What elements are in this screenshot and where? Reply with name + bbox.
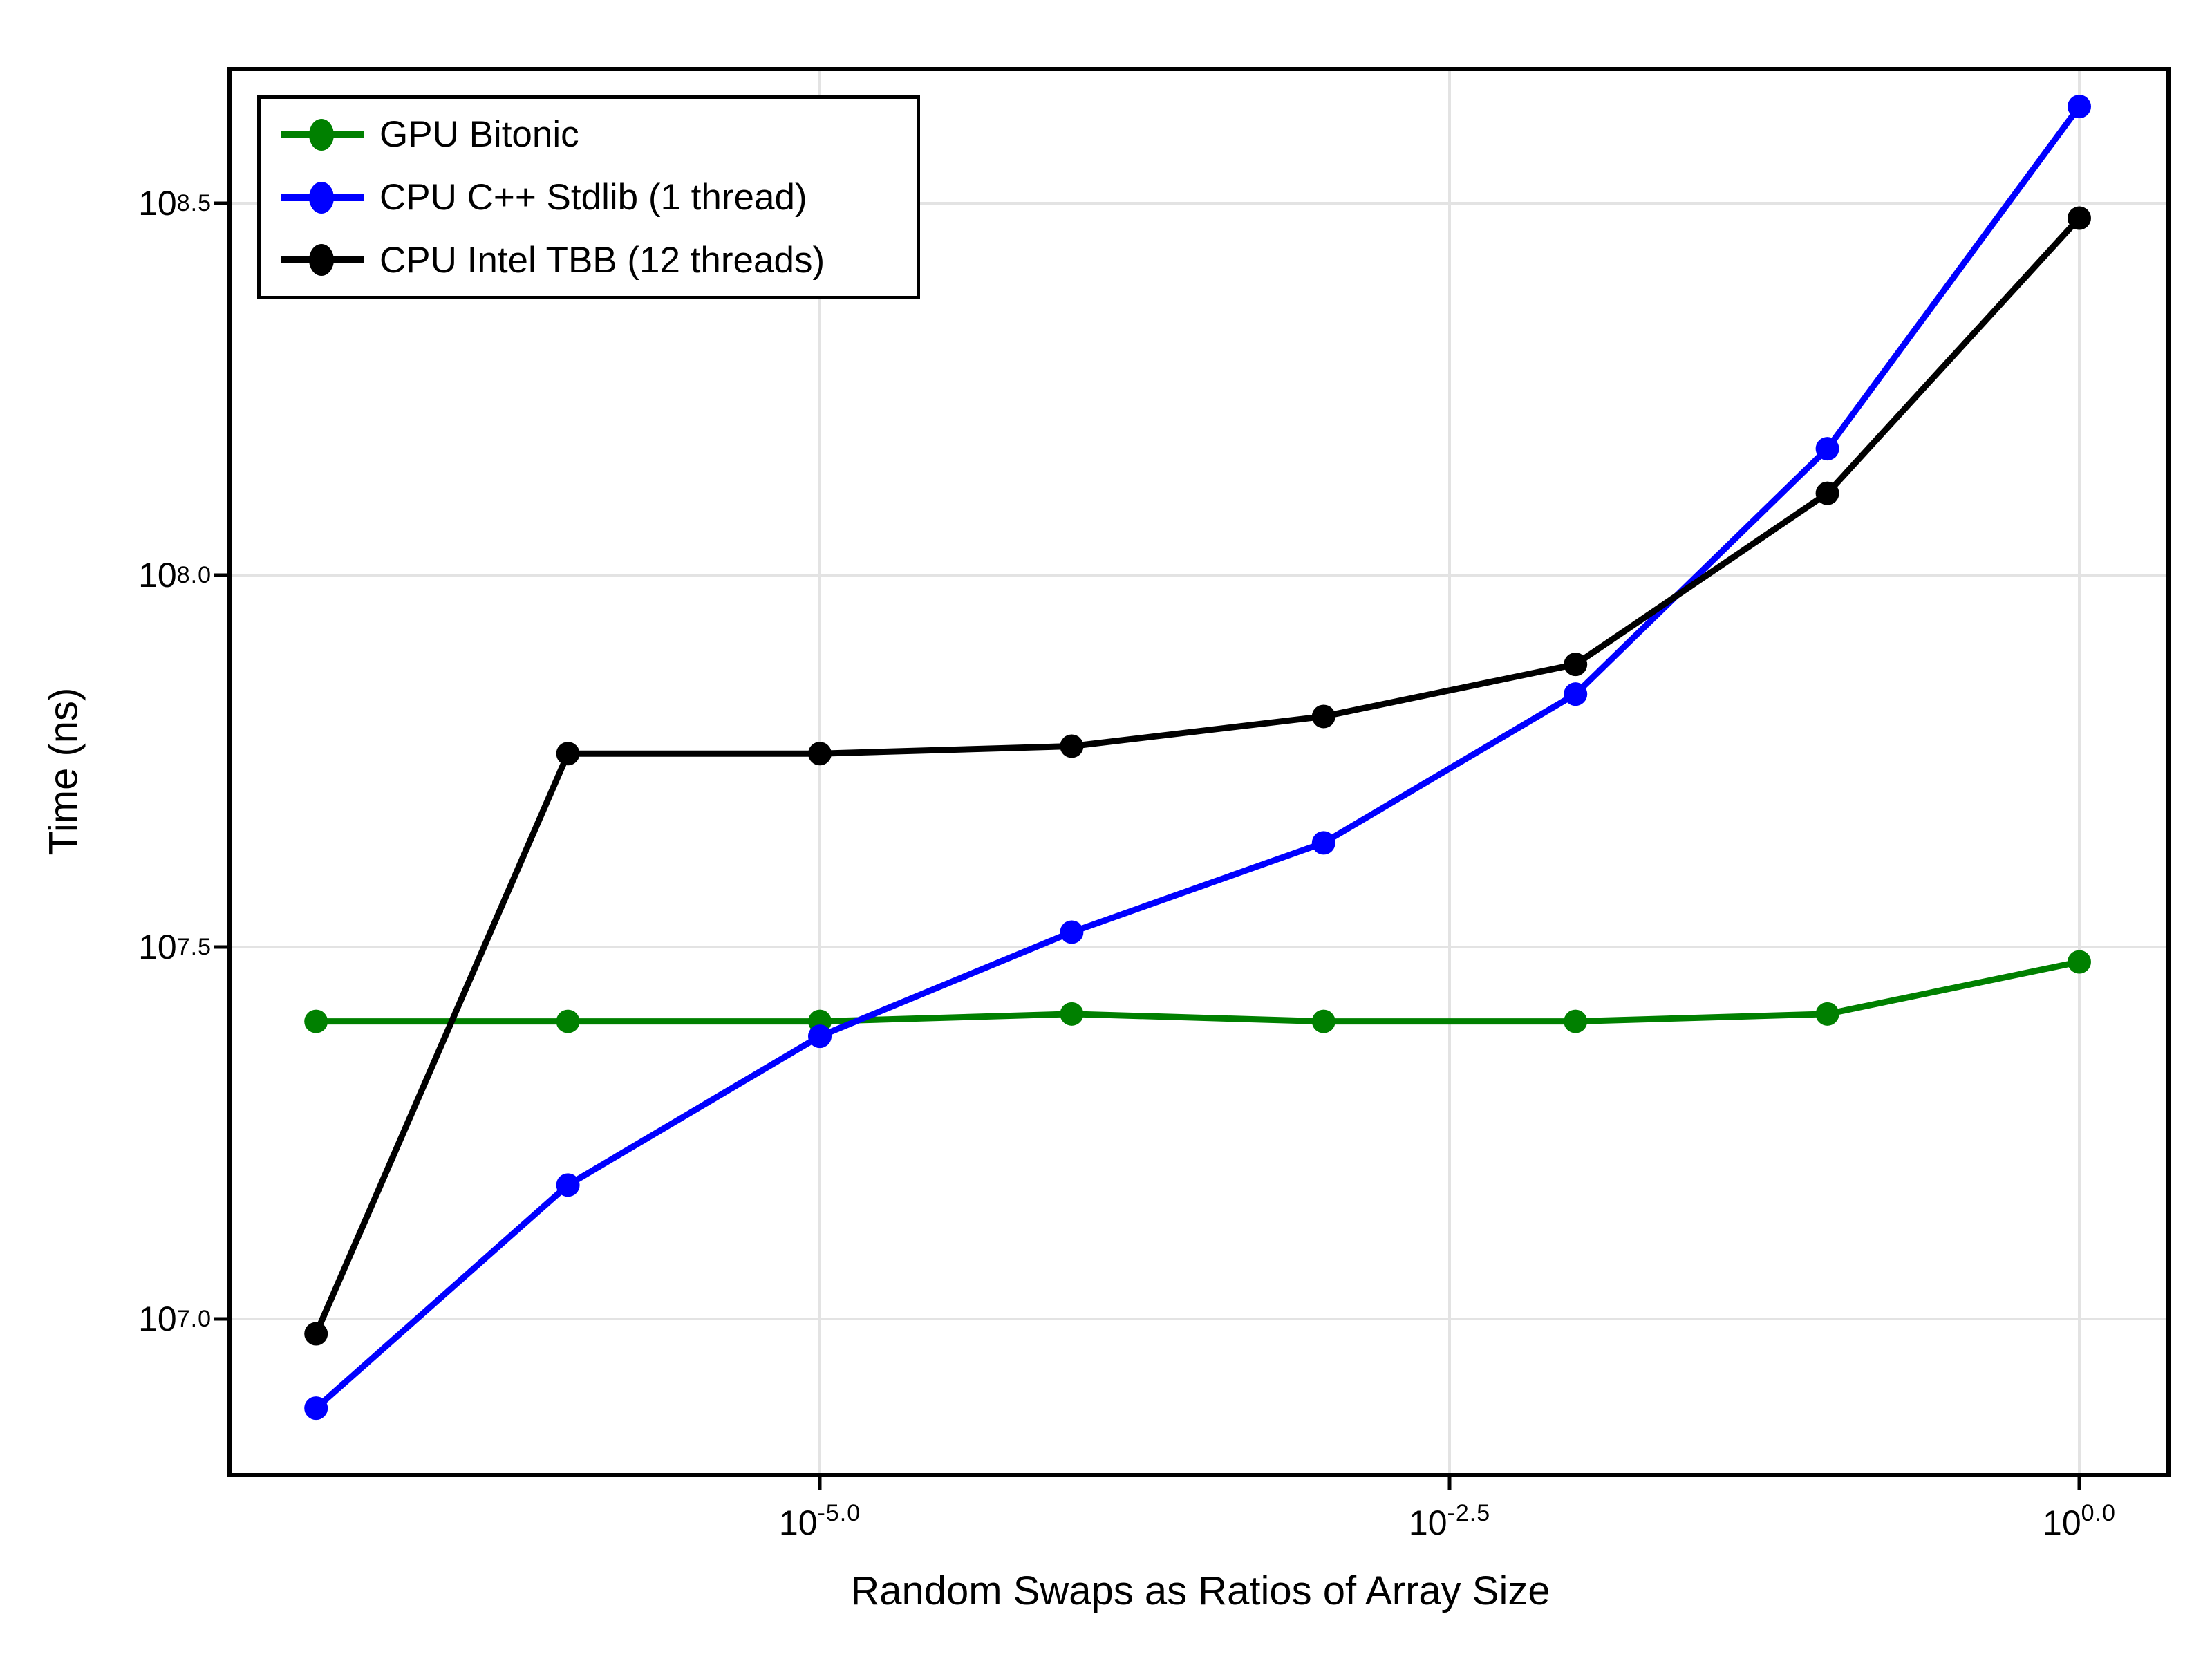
legend-label: CPU C++ Stdlib (1 thread)	[379, 177, 807, 218]
x-tick-label--5.0-base: 10	[778, 1503, 818, 1542]
data-point-gpu-bitonic	[304, 1009, 328, 1033]
y-tick-label-7.5-exponent: 7.5	[176, 934, 212, 960]
x-tick-label-0.0-base: 10	[2043, 1503, 2081, 1542]
x-tick-label--2.5-base: 10	[1408, 1503, 1447, 1542]
legend-marker-icon	[281, 181, 364, 214]
data-point-gpu-bitonic	[1311, 1009, 1335, 1033]
y-tick-label-8.5-base: 10	[138, 184, 177, 223]
y-tick-label-7.0: 10 7.0	[0, 1288, 212, 1350]
legend-marker-icon	[281, 118, 364, 151]
y-tick-label-8.0-exponent: 8.0	[176, 562, 212, 588]
data-point-gpu-bitonic	[2068, 950, 2091, 974]
x-tick-label--2.5-exponent: -2.5	[1447, 1500, 1491, 1526]
series-line-cpu-intel-tbb-12-threads	[312, 215, 2083, 1338]
plot-frame	[227, 67, 2171, 1477]
data-point-cpu-intel-tbb-12-threads	[1060, 734, 1084, 758]
data-point-cpu-c-stdlib-1-thread	[1060, 920, 1084, 944]
y-tick-label-8.5-exponent: 8.5	[176, 190, 212, 216]
legend-marker-dot	[309, 118, 334, 151]
data-point-gpu-bitonic	[1564, 1009, 1588, 1033]
y-tick-label-8.0-base: 10	[138, 556, 177, 594]
data-point-cpu-c-stdlib-1-thread	[556, 1173, 580, 1197]
data-point-cpu-intel-tbb-12-threads	[1815, 481, 1839, 505]
x-tick-label--5.0-exponent: -5.0	[817, 1500, 861, 1526]
x-tick-label-0.0-exponent: 0.0	[2081, 1500, 2116, 1526]
data-point-gpu-bitonic	[556, 1009, 580, 1033]
y-tick-label-7.0-exponent: 7.0	[176, 1306, 212, 1332]
data-point-gpu-bitonic	[1815, 1002, 1839, 1026]
y-tick-label-8.5: 10 8.5	[0, 172, 212, 234]
legend-marker-dot	[309, 244, 334, 276]
data-point-cpu-c-stdlib-1-thread	[1564, 682, 1588, 706]
legend-item-cpu-c-stdlib-1-thread: CPU C++ Stdlib (1 thread)	[281, 167, 917, 229]
y-axis-title: Time (ns)	[41, 687, 86, 856]
series-line-gpu-bitonic	[312, 959, 2083, 1025]
data-point-cpu-c-stdlib-1-thread	[304, 1396, 328, 1421]
legend-marker-dot	[309, 181, 334, 214]
data-point-cpu-c-stdlib-1-thread	[808, 1024, 832, 1049]
legend-label: CPU Intel TBB (12 threads)	[379, 239, 825, 281]
y-tick-label-7.0-base: 10	[138, 1300, 177, 1338]
x-tick-label--2.5: 10-2.5	[1325, 1501, 1574, 1540]
legend-item-gpu-bitonic: GPU Bitonic	[281, 104, 917, 166]
series-line-cpu-c-stdlib-1-thread	[312, 103, 2083, 1412]
data-point-cpu-c-stdlib-1-thread	[1815, 437, 1839, 461]
x-tick-label--5.0: 10-5.0	[695, 1501, 944, 1540]
legend-label: GPU Bitonic	[379, 114, 579, 156]
x-tick-label-0.0: 100.0	[1955, 1501, 2204, 1540]
data-point-cpu-intel-tbb-12-threads	[808, 742, 832, 766]
data-point-cpu-c-stdlib-1-thread	[1311, 831, 1335, 855]
legend-item-cpu-intel-tbb-12-threads: CPU Intel TBB (12 threads)	[281, 229, 917, 291]
data-point-cpu-c-stdlib-1-thread	[2068, 95, 2091, 119]
data-point-gpu-bitonic	[1060, 1002, 1084, 1026]
y-tick-label-8.0: 10 8.0	[0, 544, 212, 606]
data-point-cpu-intel-tbb-12-threads	[2068, 206, 2091, 230]
y-tick-label-7.5-base: 10	[138, 928, 177, 966]
x-axis-title: Random Swaps as Ratios of Array Size	[850, 1568, 1550, 1613]
y-tick-label-7.5: 10 7.5	[0, 916, 212, 978]
data-point-cpu-intel-tbb-12-threads	[1564, 653, 1588, 677]
data-point-cpu-intel-tbb-12-threads	[556, 742, 580, 766]
legend-marker-icon	[281, 244, 364, 276]
legend: GPU Bitonic CPU C++ Stdlib (1 thread) CPU …	[257, 95, 920, 299]
data-point-cpu-intel-tbb-12-threads	[1311, 704, 1335, 729]
data-point-cpu-intel-tbb-12-threads	[304, 1322, 328, 1346]
